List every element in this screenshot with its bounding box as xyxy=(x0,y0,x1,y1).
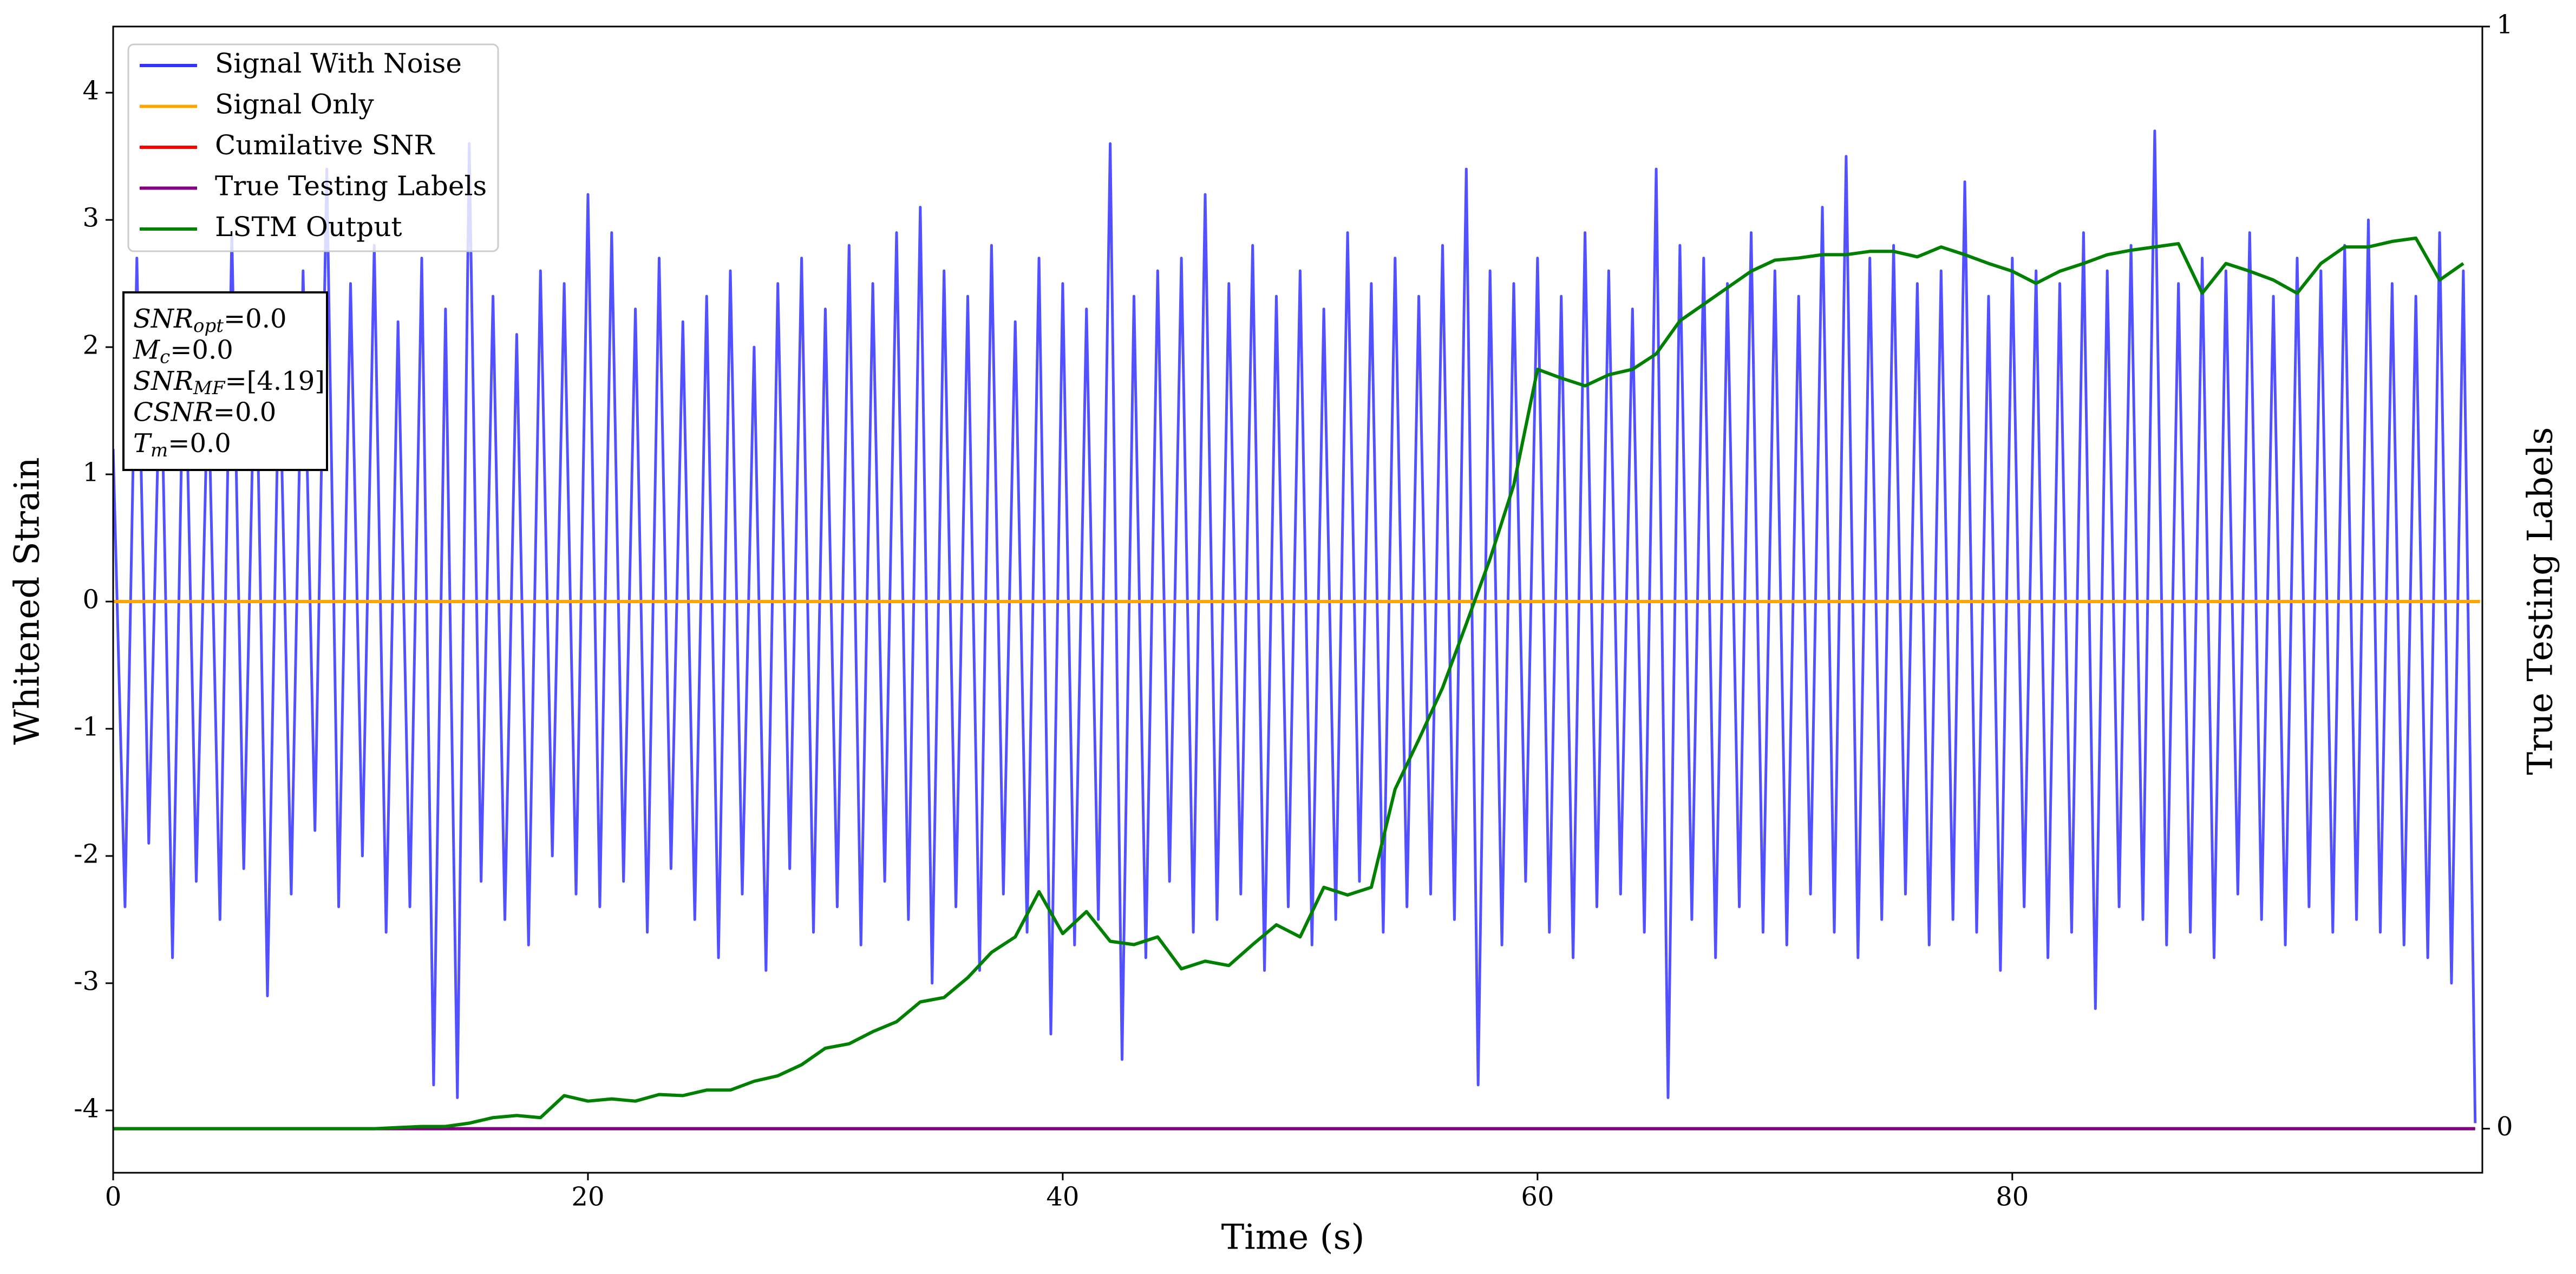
y-tick-label: 0 xyxy=(82,585,99,615)
x-tick-label: 60 xyxy=(1521,1182,1554,1212)
plot-lines xyxy=(113,129,2480,1131)
series-line xyxy=(113,236,2464,1131)
annotation-line: Mc=0.0 xyxy=(133,335,233,368)
y-tick-label: 1 xyxy=(82,458,99,488)
y-tick-label: 4 xyxy=(82,76,99,106)
legend-label: LSTM Output xyxy=(215,211,402,243)
annotation-value: =0.0 xyxy=(213,397,277,427)
y-axis-label: Whitened Strain xyxy=(8,457,48,744)
legend-label: Signal With Noise xyxy=(215,48,462,79)
x-axis-label: Time (s) xyxy=(1221,1218,1365,1258)
y2-axis-label: True Testing Labels xyxy=(2521,427,2561,775)
annotation-value: =[4.19] xyxy=(225,366,325,396)
plot-frame xyxy=(112,25,2483,1174)
annotation-line: CSNR=0.0 xyxy=(133,397,276,427)
series-line xyxy=(113,129,2477,1123)
annotation-line: Tm=0.0 xyxy=(133,428,231,462)
legend: Signal With Noise Signal Only Cumilative S… xyxy=(127,43,499,252)
annotation-value: =0.0 xyxy=(170,335,233,365)
y-tick-label: 2 xyxy=(82,330,99,361)
annotation-symbol: SNR xyxy=(133,366,193,396)
annotation-symbol: M xyxy=(133,335,161,365)
legend-label: Cumilative SNR xyxy=(215,129,435,161)
y-tick-label: -4 xyxy=(74,1093,99,1123)
y2-tick-label: 1 xyxy=(2496,10,2513,40)
annotation-subscript: m xyxy=(151,440,168,461)
y-tick-label: -3 xyxy=(74,966,99,996)
annotation-box xyxy=(122,291,328,471)
y-tick-label: 3 xyxy=(82,203,99,233)
legend-label: True Testing Labels xyxy=(215,171,487,202)
y-tick-label: -2 xyxy=(74,839,99,869)
y2-tick-label: 0 xyxy=(2496,1112,2513,1142)
x-tick-label: 0 xyxy=(105,1182,122,1212)
x-tick-label: 80 xyxy=(1996,1182,2029,1212)
annotation-line: SNRopt=0.0 xyxy=(133,304,287,337)
annotation-subscript: MF xyxy=(193,377,226,399)
annotation-symbol: CSNR xyxy=(133,397,213,427)
annotation: SNRopt=0.0Mc=0.0SNRMF=[4.19]CSNR=0.0Tm=0… xyxy=(122,291,328,471)
annotation-line: SNRMF=[4.19] xyxy=(133,366,325,400)
annotation-symbol: T xyxy=(133,428,152,459)
annotation-subscript: opt xyxy=(193,315,224,337)
legend-box xyxy=(127,43,499,252)
x-tick-label: 20 xyxy=(571,1182,604,1212)
annotation-symbol: SNR xyxy=(133,304,193,334)
annotation-subscript: c xyxy=(160,347,170,368)
x-tick-label: 40 xyxy=(1046,1182,1079,1212)
legend-label: Signal Only xyxy=(215,89,374,120)
annotation-value: =0.0 xyxy=(168,428,231,459)
y-tick-label: -1 xyxy=(74,711,99,742)
annotation-value: =0.0 xyxy=(224,304,287,334)
